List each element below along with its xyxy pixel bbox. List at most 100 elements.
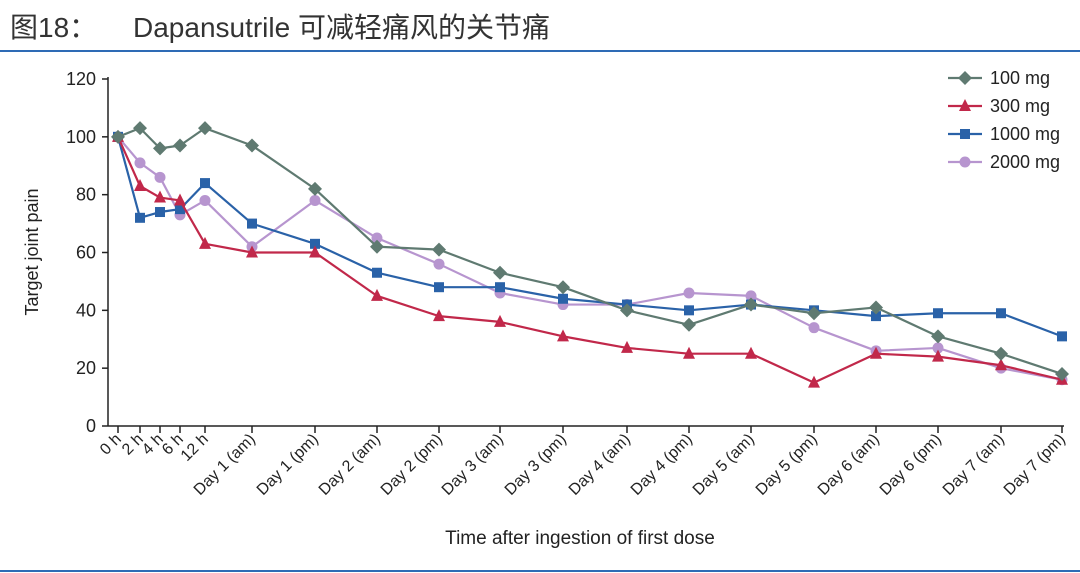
data-point (745, 290, 757, 302)
x-tick-label: Day 6 (pm) (877, 431, 945, 499)
x-tick-label: Day 7 (pm) (1001, 431, 1069, 499)
data-point (370, 239, 384, 254)
data-point (308, 181, 322, 196)
data-point (371, 288, 383, 301)
data-point (932, 349, 944, 362)
data-point (154, 190, 166, 203)
legend-item: 100 mg (948, 68, 1050, 88)
data-point (111, 129, 125, 144)
legend-label: 100 mg (990, 68, 1050, 88)
chart-series-layer (111, 121, 1069, 388)
data-point (683, 346, 695, 359)
legend-label: 1000 mg (990, 124, 1060, 144)
data-point (995, 358, 1007, 371)
data-point (621, 340, 633, 353)
y-tick-label: 100 (66, 127, 96, 147)
x-tick-label: Day 7 (am) (940, 431, 1008, 499)
data-point (309, 245, 321, 258)
legend-item: 1000 mg (948, 124, 1060, 144)
data-point (870, 346, 882, 359)
figure-label: 图18： (10, 12, 98, 43)
y-tick-label: 0 (86, 416, 96, 436)
data-point (153, 141, 167, 156)
data-point (745, 346, 757, 359)
chart-legend: 100 mg 300 mg 1000 mg 2000 mg (948, 68, 1060, 172)
series-line (116, 136, 1063, 384)
data-point (433, 258, 445, 270)
data-point (372, 267, 382, 278)
data-point (558, 293, 568, 304)
series-line (117, 127, 1063, 375)
figure-title: Dapansutrile 可减轻痛风的关节痛 (133, 12, 550, 43)
x-tick-label: Day 4 (am) (566, 431, 634, 499)
x-tick-label: Day 2 (pm) (378, 431, 446, 499)
legend-marker (959, 156, 971, 168)
x-tick-label: Day 3 (am) (439, 431, 507, 499)
data-point (557, 329, 569, 342)
y-tick-label: 120 (66, 69, 96, 89)
y-tick-label: 20 (76, 358, 96, 378)
series-line (117, 136, 1063, 381)
series-2000-mg (112, 131, 1068, 386)
data-point (200, 178, 210, 189)
data-point (931, 329, 945, 344)
figure-header: 图18： Dapansutrile 可减轻痛风的关节痛 (0, 0, 1080, 50)
legend-label: 300 mg (990, 96, 1050, 116)
data-point (199, 194, 211, 206)
x-tick-label: Day 3 (pm) (502, 431, 570, 499)
data-point (1055, 366, 1069, 381)
y-axis-label: Target joint pain (22, 188, 42, 315)
data-point (494, 314, 506, 327)
legend-label: 2000 mg (990, 152, 1060, 172)
data-point (682, 317, 696, 332)
data-point (996, 308, 1006, 319)
x-tick-label: Day 5 (am) (690, 431, 758, 499)
data-point (807, 306, 821, 321)
data-point (154, 171, 166, 183)
data-point (371, 232, 383, 244)
data-point (173, 138, 187, 153)
legend-item: 2000 mg (948, 152, 1060, 172)
x-tick-label: Day 6 (am) (815, 431, 883, 499)
data-point (310, 238, 320, 249)
data-point (994, 346, 1008, 361)
legend-item: 300 mg (948, 96, 1050, 116)
data-point (134, 178, 146, 191)
x-tick-label: 12 h (178, 431, 212, 465)
legend-marker (958, 71, 972, 85)
data-point (245, 138, 259, 153)
legend-marker (960, 129, 970, 139)
y-tick-label: 60 (76, 243, 96, 263)
data-point (309, 194, 321, 206)
header-divider (0, 50, 1080, 52)
data-point (869, 300, 883, 315)
data-point (808, 322, 820, 334)
data-point (683, 287, 695, 299)
data-point (1057, 331, 1067, 342)
data-point (434, 282, 444, 293)
x-axis-label: Time after ingestion of first dose (445, 528, 715, 549)
y-tick-label: 80 (76, 185, 96, 205)
data-point (495, 282, 505, 293)
data-point (433, 309, 445, 322)
data-point (247, 218, 257, 229)
data-point (174, 193, 186, 206)
series-1000-mg (113, 131, 1067, 342)
data-point (155, 207, 165, 218)
x-tick-label: Day 5 (pm) (753, 431, 821, 499)
x-tick-label: Day 4 (pm) (628, 431, 696, 499)
x-tick-label: Day 2 (am) (316, 431, 384, 499)
data-point (246, 245, 258, 258)
data-point (198, 121, 212, 136)
data-point (134, 157, 146, 169)
data-point (432, 242, 446, 257)
data-point (871, 311, 881, 322)
data-point (808, 375, 820, 388)
x-tick-label: Day 1 (pm) (254, 431, 322, 499)
data-point (556, 280, 570, 295)
series-100-mg (111, 121, 1069, 381)
series-line (116, 136, 1063, 338)
data-point (175, 204, 185, 215)
data-point (493, 265, 507, 280)
